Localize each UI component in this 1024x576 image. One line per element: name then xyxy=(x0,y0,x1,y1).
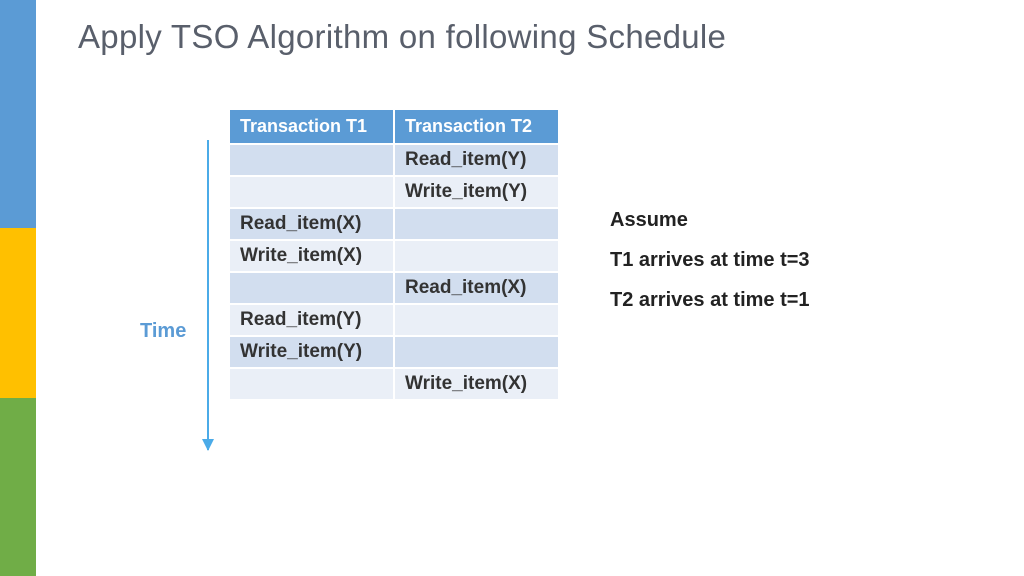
table-row: Read_item(X) xyxy=(229,272,559,304)
cell-t1 xyxy=(229,272,394,304)
assume-line-1: T1 arrives at time t=3 xyxy=(610,240,810,280)
assumptions-block: Assume T1 arrives at time t=3 T2 arrives… xyxy=(610,200,810,320)
cell-t2 xyxy=(394,208,559,240)
cell-t1: Read_item(X) xyxy=(229,208,394,240)
cell-t1 xyxy=(229,144,394,176)
slide-title: Apply TSO Algorithm on following Schedul… xyxy=(78,18,726,56)
time-axis-label: Time xyxy=(140,320,186,343)
cell-t2: Read_item(X) xyxy=(394,272,559,304)
table-row: Read_item(Y) xyxy=(229,304,559,336)
table-body: Read_item(Y) Write_item(Y) Read_item(X) … xyxy=(229,144,559,400)
cell-t1 xyxy=(229,176,394,208)
col-header-t2: Transaction T2 xyxy=(394,109,559,144)
cell-t2 xyxy=(394,240,559,272)
assume-heading: Assume xyxy=(610,200,810,240)
table-header-row: Transaction T1 Transaction T2 xyxy=(229,109,559,144)
table-row: Read_item(X) xyxy=(229,208,559,240)
cell-t2 xyxy=(394,336,559,368)
cell-t1: Write_item(Y) xyxy=(229,336,394,368)
table-row: Write_item(X) xyxy=(229,240,559,272)
time-arrow xyxy=(207,140,209,450)
assume-line-2: T2 arrives at time t=1 xyxy=(610,280,810,320)
cell-t2: Write_item(Y) xyxy=(394,176,559,208)
table-row: Write_item(Y) xyxy=(229,336,559,368)
schedule-table: Transaction T1 Transaction T2 Read_item(… xyxy=(228,108,560,401)
table-row: Read_item(Y) xyxy=(229,144,559,176)
cell-t2 xyxy=(394,304,559,336)
accent-stripe-yellow xyxy=(0,228,36,398)
cell-t2: Read_item(Y) xyxy=(394,144,559,176)
col-header-t1: Transaction T1 xyxy=(229,109,394,144)
table-row: Write_item(Y) xyxy=(229,176,559,208)
accent-stripe-green xyxy=(0,398,36,576)
accent-stripe-blue xyxy=(0,0,36,228)
cell-t1 xyxy=(229,368,394,400)
table-row: Write_item(X) xyxy=(229,368,559,400)
cell-t1: Write_item(X) xyxy=(229,240,394,272)
cell-t2: Write_item(X) xyxy=(394,368,559,400)
cell-t1: Read_item(Y) xyxy=(229,304,394,336)
